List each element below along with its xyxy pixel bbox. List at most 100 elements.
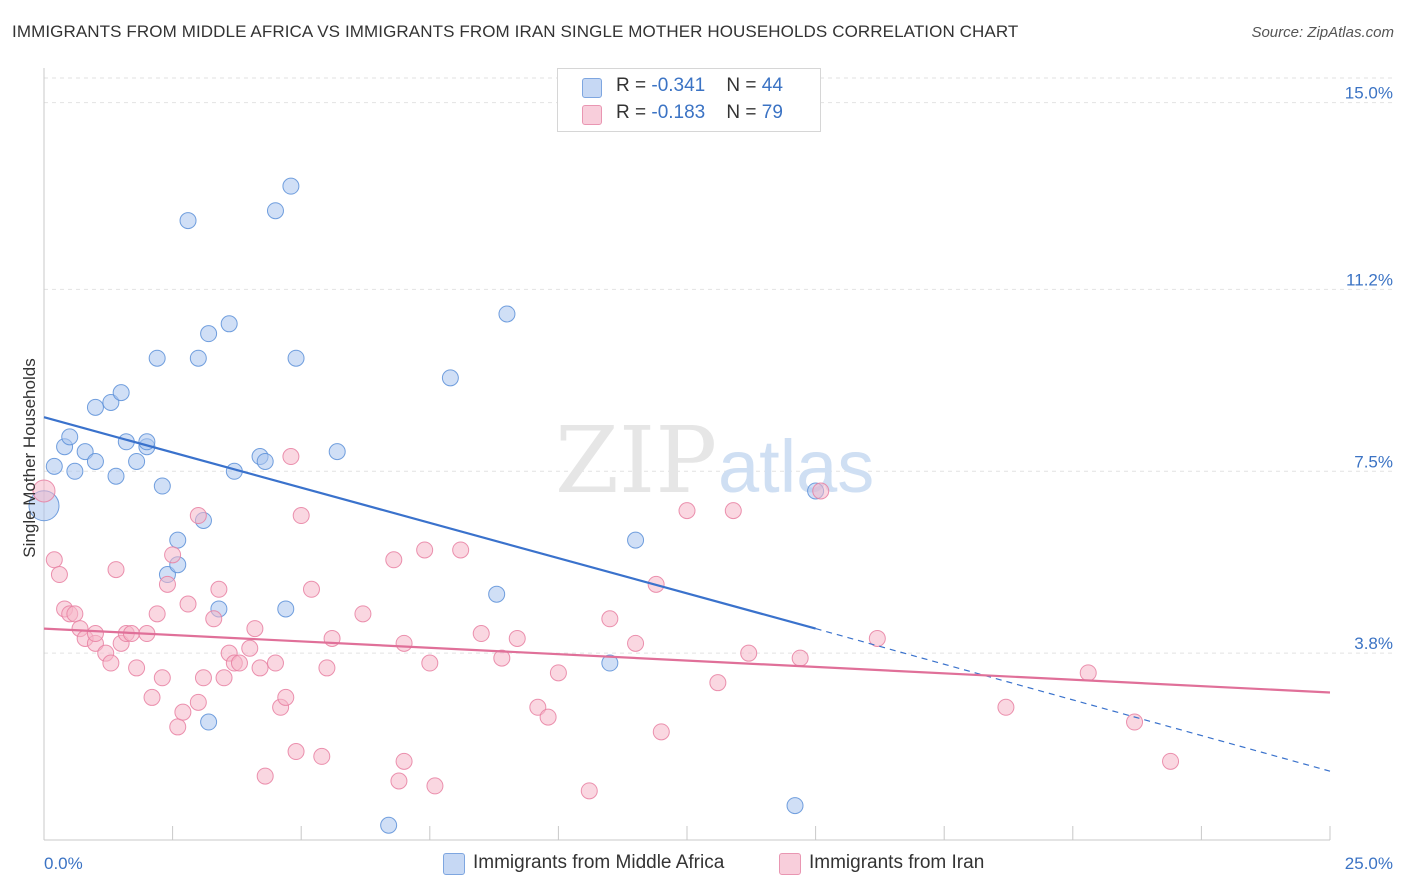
iran-point <box>601 610 619 628</box>
iran-point <box>189 507 207 525</box>
middle-africa-point <box>45 457 63 475</box>
iran-point <box>724 502 742 520</box>
middle-africa-point <box>179 212 197 230</box>
iran-point <box>251 659 269 677</box>
middle-africa-point <box>601 654 619 672</box>
legend-r-value: -0.183 <box>651 102 706 123</box>
iran-point <box>493 649 511 667</box>
iran-point <box>313 747 331 765</box>
middle-africa-point <box>128 452 146 470</box>
middle-africa-point <box>86 398 104 416</box>
iran-point <box>452 541 470 559</box>
correlation-legend: R = -0.341 N = 44 R = -0.183 N = 79 <box>557 68 821 132</box>
watermark: ZIP atlas <box>555 407 874 514</box>
x-tick-label: 25.0% <box>1345 854 1393 873</box>
bottom-legend-swatch-middle-africa <box>443 853 465 875</box>
iran-point <box>354 605 372 623</box>
iran-point <box>153 669 171 687</box>
middle-africa-point <box>441 369 459 387</box>
iran-point <box>709 674 727 692</box>
iran-point <box>282 448 300 466</box>
iran-point <box>102 654 120 672</box>
iran-trend-line <box>43 627 1331 694</box>
iran-point <box>812 482 830 500</box>
middle-africa-point <box>786 797 804 815</box>
middle-africa-point <box>148 349 166 367</box>
middle-africa-point <box>66 462 84 480</box>
iran-point <box>472 625 490 643</box>
middle-africa-point <box>102 393 120 411</box>
iran-point <box>277 688 295 706</box>
legend-n-value: 44 <box>761 75 783 96</box>
middle-africa-point <box>107 467 125 485</box>
legend-n-label: N = <box>726 102 762 123</box>
middle-africa-point <box>488 585 506 603</box>
iran-point <box>205 610 223 628</box>
iran-point <box>627 634 645 652</box>
middle-africa-point <box>76 443 94 461</box>
iran-point <box>66 605 84 623</box>
iran-point <box>266 654 284 672</box>
iran-point <box>246 620 264 638</box>
trend-lines <box>43 416 1331 772</box>
source-credit: Source: ZipAtlas.com <box>1251 24 1394 41</box>
iran-point <box>86 625 104 643</box>
gridlines <box>44 77 1395 654</box>
iran-point <box>539 708 557 726</box>
iran-point <box>385 551 403 569</box>
bottom-legend-label: Immigrants from Iran <box>809 852 985 873</box>
iran-point <box>549 664 567 682</box>
iran-point <box>740 644 758 662</box>
middle-africa-point <box>328 443 346 461</box>
legend-r-label: R = <box>616 102 652 123</box>
chart-title: IMMIGRANTS FROM MIDDLE AFRICA VS IMMIGRA… <box>12 22 1019 41</box>
middle-africa-point <box>627 531 645 549</box>
iran-point <box>508 629 526 647</box>
iran-point <box>791 649 809 667</box>
middle-africa-point <box>380 816 398 834</box>
iran-point <box>395 634 413 652</box>
iran-point <box>529 698 547 716</box>
iran-point <box>210 580 228 598</box>
legend-n-value: 79 <box>761 102 783 123</box>
iran-point <box>318 659 336 677</box>
legend-swatch-middle-africa <box>582 78 602 98</box>
middle-africa-point <box>86 452 104 470</box>
watermark-zip: ZIP <box>555 407 717 514</box>
iran-point <box>997 698 1015 716</box>
middle-africa-point <box>282 177 300 195</box>
y-tick-label: 11.2% <box>1346 270 1393 289</box>
iran-point <box>395 752 413 770</box>
middle-africa-point <box>112 384 130 402</box>
y-tick-label: 3.8% <box>1354 634 1393 653</box>
legend-n-label: N = <box>726 75 762 96</box>
middle-africa-point <box>61 428 79 446</box>
middle-africa-point <box>256 452 274 470</box>
tick-labels: 3.8% 7.5% 11.2% 15.0% 0.0% 25.0% <box>44 84 1393 873</box>
middle-africa-point <box>498 305 516 323</box>
iran-point <box>292 507 310 525</box>
iran-point <box>652 723 670 741</box>
iran-point <box>241 639 259 657</box>
iran-point <box>32 479 56 503</box>
legend-swatch-iran <box>582 105 602 125</box>
iran-point <box>580 782 598 800</box>
iran-point <box>678 502 696 520</box>
data-points <box>28 177 1180 834</box>
middle-africa-point <box>277 600 295 618</box>
iran-point <box>158 575 176 593</box>
iran-point <box>189 693 207 711</box>
iran-point <box>143 688 161 706</box>
middle-africa-point <box>189 349 207 367</box>
iran-point <box>179 595 197 613</box>
iran-point <box>128 659 146 677</box>
iran-point <box>1079 664 1097 682</box>
iran-point <box>50 566 68 584</box>
iran-point <box>390 772 408 790</box>
iran-point <box>426 777 444 795</box>
iran-point <box>421 654 439 672</box>
middle-africa-point <box>220 315 238 333</box>
iran-point <box>230 654 248 672</box>
iran-point <box>107 561 125 579</box>
